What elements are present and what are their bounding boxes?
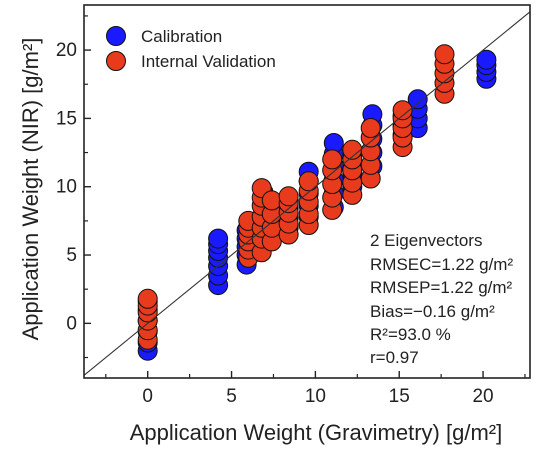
point-calibration <box>407 89 428 110</box>
y-tick-label: 5 <box>66 245 77 266</box>
legend-marker-internal-validation <box>106 51 126 71</box>
legend-marker-calibration <box>106 26 126 46</box>
reference-line-layer <box>83 11 531 376</box>
legend-label-internal-validation: Internal Validation <box>141 52 276 71</box>
point-internal-validation <box>360 118 381 138</box>
y-tick-label: 0 <box>66 313 77 334</box>
point-internal-validation <box>261 190 282 211</box>
stat-bias: Bias=−0.16 g/m² <box>370 302 495 321</box>
statistics-annotation: 2 Eigenvectors RMSEC=1.22 g/m² RMSEP=1.2… <box>370 231 513 367</box>
x-tick-label: 0 <box>142 386 153 407</box>
x-tick-label: 20 <box>472 386 493 407</box>
x-axis-title: Application Weight (Gravimetry) [g/m²] <box>130 420 502 445</box>
point-calibration <box>208 228 229 249</box>
point-internal-validation <box>298 171 319 192</box>
stat-rmsec: RMSEC=1.22 g/m² <box>370 255 513 274</box>
stat-r: r=0.97 <box>370 348 419 367</box>
y-tick-label: 20 <box>56 40 77 61</box>
plot-frame <box>83 4 531 379</box>
point-internal-validation <box>278 186 299 207</box>
points-layer <box>137 44 497 361</box>
point-calibration <box>476 49 497 70</box>
x-tick-label: 10 <box>305 386 326 407</box>
y-tick-label: 15 <box>56 108 77 129</box>
legend-label-calibration: Calibration <box>141 27 222 46</box>
x-tick-label: 5 <box>226 386 237 407</box>
point-internal-validation <box>392 100 413 121</box>
y-tick-label: 10 <box>56 177 77 198</box>
point-internal-validation <box>434 44 455 65</box>
ticks-layer: 0 5 10 15 20 0 5 10 15 20 <box>56 15 526 407</box>
stat-r-squared: R²=93.0 % <box>370 325 451 344</box>
point-internal-validation <box>322 149 343 170</box>
point-internal-validation <box>137 288 158 309</box>
x-tick-label: 15 <box>389 386 410 407</box>
legend: Calibration Internal Validation <box>106 26 276 71</box>
y-axis-title: Application Weight (NIR) [g/m²] <box>18 38 43 341</box>
identity-line <box>83 11 531 376</box>
stat-eigenvectors: 2 Eigenvectors <box>370 231 482 250</box>
stat-rmsep: RMSEP=1.22 g/m² <box>370 278 513 297</box>
